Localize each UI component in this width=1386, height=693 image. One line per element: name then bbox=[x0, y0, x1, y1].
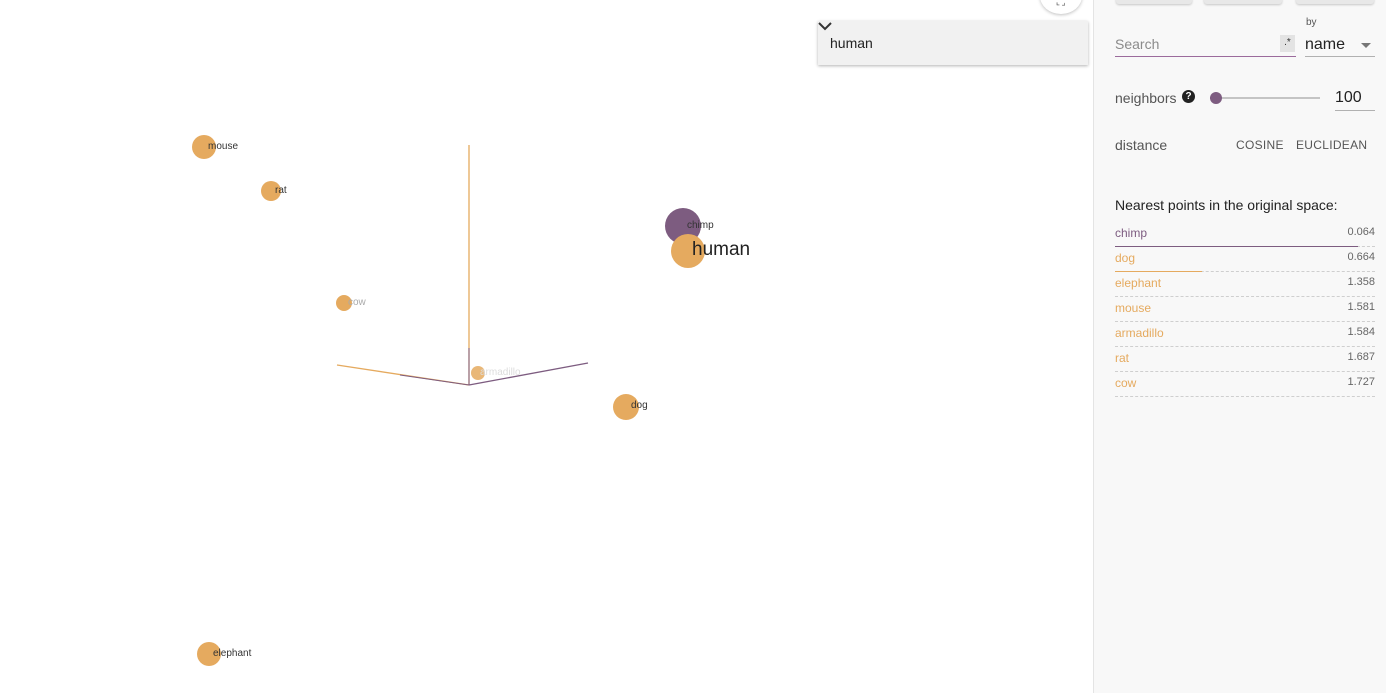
nearest-point-row[interactable]: rat 1.687 bbox=[1115, 347, 1375, 372]
search-by-value: name bbox=[1305, 35, 1346, 53]
nearest-points-list: chimp 0.064 dog 0.664 elephant 1.358 mouse 1.58… bbox=[1115, 222, 1375, 397]
dropdown-arrow-icon bbox=[1361, 43, 1371, 48]
label-human: human bbox=[692, 239, 751, 260]
nearest-point-bar bbox=[1115, 271, 1202, 272]
point-human[interactable] bbox=[671, 234, 705, 268]
axis-z bbox=[468, 362, 589, 386]
search-by-select[interactable]: name bbox=[1305, 33, 1375, 57]
neighbors-slider-thumb[interactable] bbox=[1210, 92, 1222, 104]
chevron-down-icon bbox=[818, 22, 832, 31]
nearest-point-row[interactable]: mouse 1.581 bbox=[1115, 297, 1375, 322]
help-icon[interactable]: ? bbox=[1182, 90, 1195, 103]
nearest-point-distance: 0.064 bbox=[1347, 226, 1375, 238]
search-field: .* bbox=[1115, 34, 1296, 57]
fullscreen-icon: ⛶ bbox=[1056, 0, 1066, 8]
panel-top-button-1[interactable] bbox=[1116, 0, 1192, 4]
label-cow: cow bbox=[348, 297, 366, 308]
nearest-points-title: Nearest points in the original space: bbox=[1115, 197, 1338, 213]
scatter-3d-scene[interactable]: mouse rat cow armadillo chimp human dog … bbox=[0, 0, 1093, 693]
point-armadillo[interactable] bbox=[471, 366, 485, 380]
point-elephant[interactable] bbox=[197, 642, 221, 666]
nearest-point-row[interactable]: elephant 1.358 bbox=[1115, 272, 1375, 297]
panel-top-button-3[interactable] bbox=[1296, 0, 1374, 4]
nearest-point-row[interactable]: cow 1.727 bbox=[1115, 372, 1375, 397]
nearest-point-distance: 1.358 bbox=[1347, 276, 1375, 288]
nearest-point-distance: 0.664 bbox=[1347, 251, 1375, 263]
neighbors-label: neighbors bbox=[1115, 90, 1177, 106]
point-mouse[interactable] bbox=[192, 135, 216, 159]
point-cow[interactable] bbox=[336, 295, 352, 311]
nearest-point-distance: 1.581 bbox=[1347, 301, 1375, 313]
inspector-panel: .* by name neighbors ? 100 distance COSI… bbox=[1093, 0, 1386, 693]
nearest-point-row[interactable]: chimp 0.064 bbox=[1115, 222, 1375, 247]
point-dog[interactable] bbox=[613, 394, 639, 420]
neighbors-input[interactable]: 100 bbox=[1335, 86, 1375, 111]
search-input[interactable] bbox=[1115, 34, 1275, 54]
axis-x-purple bbox=[399, 374, 470, 386]
nearest-point-name: rat bbox=[1115, 351, 1130, 365]
label-rat: rat bbox=[275, 185, 287, 196]
label-mouse: mouse bbox=[208, 141, 239, 152]
nearest-point-bar bbox=[1115, 246, 1358, 247]
nearest-point-distance: 1.584 bbox=[1347, 326, 1375, 338]
fullscreen-button[interactable]: ⛶ bbox=[1040, 0, 1082, 14]
nearest-point-distance: 1.727 bbox=[1347, 376, 1375, 388]
panel-top-button-2[interactable] bbox=[1204, 0, 1282, 4]
point-rat[interactable] bbox=[261, 181, 281, 201]
nearest-point-name: dog bbox=[1115, 251, 1136, 265]
label-dog: dog bbox=[631, 400, 648, 411]
nearest-point-row[interactable]: dog 0.664 bbox=[1115, 247, 1375, 272]
distance-label: distance bbox=[1115, 137, 1168, 153]
nearest-point-name: elephant bbox=[1115, 276, 1162, 290]
nearest-point-distance: 1.687 bbox=[1347, 351, 1375, 363]
nearest-point-name: chimp bbox=[1115, 226, 1148, 240]
point-select-dropdown[interactable]: human bbox=[818, 21, 1088, 65]
label-armadillo: armadillo bbox=[480, 367, 521, 378]
nearest-point-name: armadillo bbox=[1115, 326, 1164, 340]
point-select-value: human bbox=[830, 35, 873, 51]
regex-toggle-button[interactable]: .* bbox=[1280, 35, 1295, 52]
scene-canvas[interactable] bbox=[0, 0, 1093, 693]
nearest-point-name: mouse bbox=[1115, 301, 1152, 315]
neighbors-slider-track[interactable] bbox=[1210, 97, 1320, 99]
label-chimp: chimp bbox=[687, 220, 714, 231]
nearest-point-name: cow bbox=[1115, 376, 1137, 390]
by-label: by bbox=[1306, 17, 1317, 28]
cosine-button[interactable]: COSINE bbox=[1236, 138, 1284, 152]
euclidean-button[interactable]: EUCLIDEAN bbox=[1296, 138, 1368, 152]
nearest-point-row[interactable]: armadillo 1.584 bbox=[1115, 322, 1375, 347]
label-elephant: elephant bbox=[213, 648, 252, 659]
